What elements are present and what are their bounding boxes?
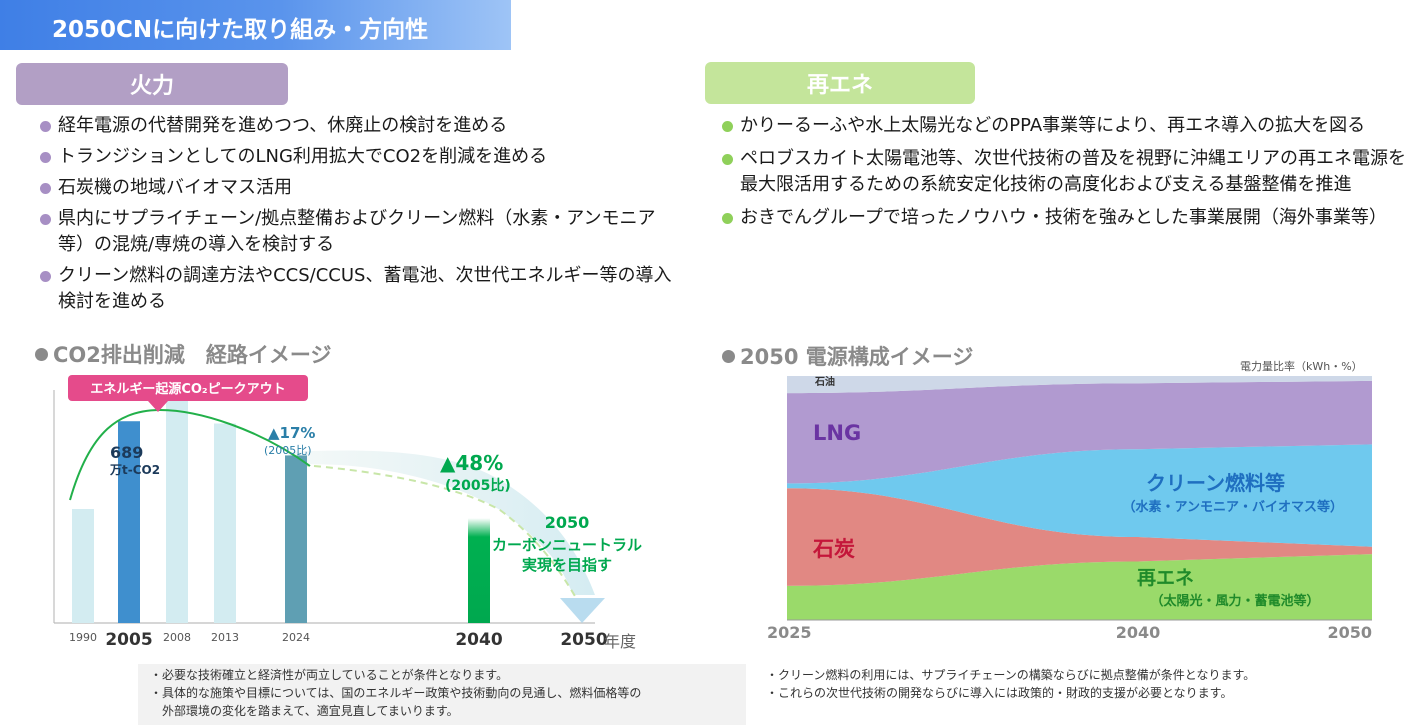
reduction-2040: ▲48% <box>440 451 503 475</box>
reduction-2040-sub: (2005比) <box>445 477 511 494</box>
bullet-dot-icon <box>722 154 733 165</box>
goal-year: 2050 <box>545 513 590 532</box>
mix-area-石炭 <box>787 488 1372 586</box>
x-unit-label: 年度 <box>604 632 636 651</box>
bullet-text: かりーるーふや水上太陽光などのPPA事業等により、再エネ導入の拡大を図る <box>740 115 1366 136</box>
x-tick-label: 2005 <box>105 630 152 650</box>
mix-area-LNG <box>787 380 1372 484</box>
mix-area-クリーン燃料等 <box>787 444 1372 547</box>
x-tick-label: 2050 <box>560 630 607 650</box>
note-line: ・クリーン燃料の利用には、サプライチェーンの構築ならびに拠点整備が条件となります… <box>766 668 1256 682</box>
list-item: ペロブスカイト太陽電池等、次世代技術の普及を視野に沖縄エリアの再エネ電源を最大限… <box>722 146 1417 198</box>
note-line: ・これらの次世代技術の開発ならびに導入には政策的・財政的支援が必要となります。 <box>766 686 1233 700</box>
bullet-dot-icon <box>40 152 51 163</box>
mix-area-石油 <box>787 376 1372 394</box>
peak-label-text: エネルギー起源CO₂ピークアウト <box>90 381 285 397</box>
co2-reduction-arrow <box>288 450 605 623</box>
list-item: トランジションとしてのLNG利用拡大でCO2を削減を進める <box>40 144 680 170</box>
x-tick-label: 2013 <box>211 631 239 644</box>
x-tick-label: 2024 <box>282 631 310 644</box>
goal-line2: 実現を目指す <box>522 556 612 574</box>
goal-line1: カーボンニュートラル <box>492 536 642 554</box>
x-tick-label: 1990 <box>69 631 97 644</box>
note-line: ・必要な技術確立と経済性が両立していることが条件となります。 <box>150 668 509 682</box>
list-item: 石炭機の地域バイオマス活用 <box>40 175 680 201</box>
list-item: 経年電源の代替開発を進めつつ、休廃止の検討を進める <box>40 113 680 139</box>
page-title: 2050CNに向けた取り組み・方向性 <box>52 17 429 43</box>
thermal-bullet-list: 経年電源の代替開発を進めつつ、休廃止の検討を進める トランジションとしてのLNG… <box>40 113 680 320</box>
reduction-2024: ▲17% <box>268 424 315 442</box>
thermal-header: 火力 <box>16 63 288 105</box>
series-label-クリーン燃料等: クリーン燃料等 <box>1146 471 1285 495</box>
co2-bar-1990 <box>72 509 94 623</box>
section-dot-icon <box>35 348 48 361</box>
title-bar <box>0 0 511 50</box>
renewable-header: 再エネ <box>705 62 975 104</box>
note-line: 外部環境の変化を踏まえて、適宜見直してまいります。 <box>150 704 459 718</box>
power-mix-chart: 2025 2040 2050 石油 LNG クリーン燃料等 （水素・アンモニア・バイオマス等… <box>767 375 1372 642</box>
notes-left: ・必要な技術確立と経済性が両立していることが条件となります。 ・具体的な施策や目… <box>138 664 746 725</box>
co2-bar-2040 <box>468 518 490 623</box>
x-tick-label: 2008 <box>163 631 191 644</box>
bullet-text: 石炭機の地域バイオマス活用 <box>58 177 292 198</box>
peak-label-pointer-icon <box>148 401 168 412</box>
mix-x-tick-label: 2050 <box>1327 623 1372 642</box>
bullet-text: トランジションとしてのLNG利用拡大でCO2を削減を進める <box>58 146 548 167</box>
mix-section-title-text: 2050 電源構成イメージ <box>740 345 974 369</box>
bullet-dot-icon <box>40 271 51 282</box>
list-item: かりーるーふや水上太陽光などのPPA事業等により、再エネ導入の拡大を図る <box>722 113 1417 139</box>
mix-areas <box>787 376 1372 621</box>
reduction-2024-sub: (2005比) <box>264 444 312 457</box>
co2-bar-2005 <box>118 421 140 623</box>
series-label-石油: 石油 <box>814 375 835 388</box>
reduction-arrow-band <box>288 450 595 595</box>
list-item: おきでんグループで培ったノウハウ・技術を強みとした事業展開（海外事業等） <box>722 205 1417 231</box>
value-2005: 689 <box>110 443 143 462</box>
mix-x-tick-label: 2040 <box>1116 623 1161 642</box>
co2-section-title-text: CO2排出削減 経路イメージ <box>53 343 332 367</box>
bullet-text: 経年電源の代替開発を進めつつ、休廃止の検討を進める <box>58 115 508 136</box>
co2-axes <box>53 390 595 624</box>
unit-2005: 万t-CO2 <box>109 463 160 477</box>
bullet-dot-icon <box>40 183 51 194</box>
bullet-dot-icon <box>722 121 733 132</box>
bullet-text: ペロブスカイト太陽電池等、次世代技術の普及を視野に沖縄エリアの再エネ電源を最大限… <box>740 148 1406 195</box>
co2-bar-2013 <box>214 423 236 623</box>
arrow-head-icon <box>560 598 605 623</box>
bullet-dot-icon <box>40 214 51 225</box>
co2-trend-line <box>69 408 311 501</box>
co2-bars <box>69 398 490 623</box>
peak-label-box <box>68 375 308 401</box>
mix-x-tick-label: 2025 <box>767 623 812 642</box>
reduction-dashed-line <box>301 464 583 609</box>
series-label-再エネ: 再エネ <box>1137 567 1194 589</box>
bullet-text: おきでんグループで培ったノウハウ・技術を強みとした事業展開（海外事業等） <box>740 207 1387 228</box>
series-label-LNG: LNG <box>813 421 861 445</box>
series-sub-再エネ: （太陽光・風力・蓄電池等） <box>1150 593 1319 609</box>
bullet-dot-icon <box>722 213 733 224</box>
bullet-text: 県内にサプライチェーン/拠点整備およびクリーン燃料（水素・アンモニア等）の混焼/… <box>58 208 656 255</box>
bullet-text: クリーン燃料の調達方法やCCS/CCUS、蓄電池、次世代エネルギー等の導入検討を… <box>58 265 672 312</box>
mix-unit-note: 電力量比率（kWh・%） <box>1240 360 1363 373</box>
list-item: 県内にサプライチェーン/拠点整備およびクリーン燃料（水素・アンモニア等）の混焼/… <box>40 206 680 258</box>
co2-labels: 1990 2005 2008 2013 2024 2040 2050年度エネルギー起源CO₂… <box>68 375 642 651</box>
section-dot-icon <box>722 350 735 363</box>
co2-bar-2008 <box>166 398 188 623</box>
co2-section-title: CO2排出削減 経路イメージ <box>35 339 331 369</box>
series-sub-クリーン燃料等: （水素・アンモニア・バイオマス等） <box>1123 499 1343 515</box>
x-tick-label: 2040 <box>455 630 502 650</box>
mix-labels: 2025 2040 2050 石油 LNG クリーン燃料等 （水素・アンモニア・バイオマス等… <box>767 375 1372 642</box>
series-label-石炭: 石炭 <box>812 537 855 561</box>
mix-area-再エネ <box>787 554 1372 620</box>
note-line: ・具体的な施策や目標については、国のエネルギー政策や技術動向の見通し、燃料価格等… <box>150 686 642 700</box>
co2-path-chart: 1990 2005 2008 2013 2024 2040 2050年度エネルギー起源CO₂… <box>53 375 642 651</box>
notes-right: ・クリーン燃料の利用には、サプライチェーンの構築ならびに拠点整備が条件となります… <box>762 664 1302 706</box>
mix-section-title: 2050 電源構成イメージ <box>722 341 973 371</box>
bullet-dot-icon <box>40 121 51 132</box>
co2-bar-2024 <box>285 455 307 623</box>
renewable-bullet-list: かりーるーふや水上太陽光などのPPA事業等により、再エネ導入の拡大を図る ペロブ… <box>722 113 1417 238</box>
list-item: クリーン燃料の調達方法やCCS/CCUS、蓄電池、次世代エネルギー等の導入検討を… <box>40 263 680 315</box>
